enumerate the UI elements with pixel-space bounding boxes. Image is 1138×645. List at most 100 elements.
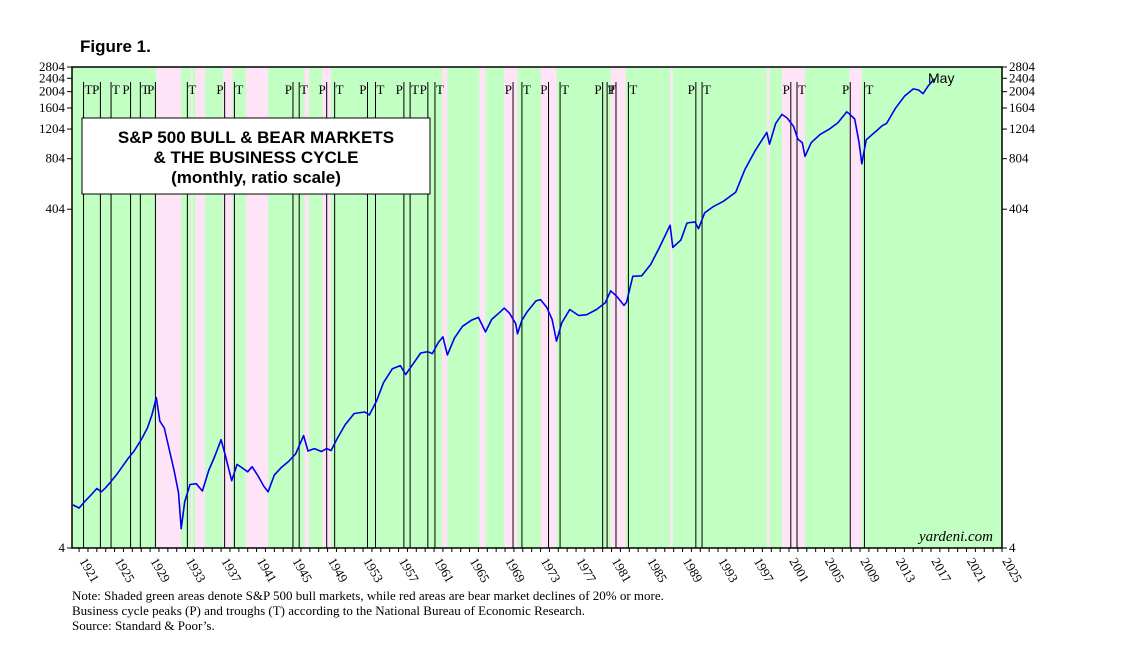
- end-label: May: [928, 70, 954, 86]
- watermark: yardeni.com: [917, 529, 993, 545]
- note-line: Source: Standard & Poor’s.: [72, 618, 215, 633]
- x-tick-label: 2005: [822, 555, 848, 585]
- note-line: Business cycle peaks (P) and troughs (T)…: [72, 603, 585, 618]
- plot-border: [71, 66, 1003, 549]
- bear-market-band: [442, 67, 448, 548]
- chart-title-line-2: & THE BUSINESS CYCLE: [154, 148, 359, 167]
- recession-marker-T: T: [411, 82, 419, 97]
- x-tick-label: 1981: [609, 555, 635, 585]
- recession-marker-P: P: [92, 82, 99, 97]
- recession-marker-T: T: [703, 82, 711, 97]
- chart-title-line-1: S&P 500 BULL & BEAR MARKETS: [118, 128, 394, 147]
- x-tick-label: 1933: [183, 555, 209, 585]
- sp500-line: [72, 78, 936, 530]
- recession-marker-P: P: [688, 82, 695, 97]
- chart-title-line-3: (monthly, ratio scale): [171, 168, 341, 187]
- recession-marker-P: P: [359, 82, 366, 97]
- bear-market-band: [610, 67, 626, 548]
- x-tick-label: 1941: [254, 555, 280, 585]
- y-tick-label: 2004: [39, 84, 66, 99]
- x-tick-label: 2017: [928, 555, 954, 585]
- chart-notes: Note: Shaded green areas denote S&P 500 …: [72, 588, 664, 633]
- bear-market-band: [670, 67, 673, 548]
- x-tick-label: 1925: [112, 555, 138, 585]
- x-tick-label: 1921: [77, 555, 103, 585]
- recession-marker-P: P: [783, 82, 790, 97]
- bear-market-band: [781, 67, 805, 548]
- x-tick-label: 1937: [218, 555, 244, 585]
- y-tick-label: 404: [1009, 201, 1029, 216]
- recession-marker-P: P: [147, 82, 154, 97]
- figure-label: Figure 1.: [80, 37, 151, 56]
- recession-marker-P: P: [122, 82, 129, 97]
- x-tick-label: 1993: [715, 555, 741, 585]
- y-tick-label: 2404: [39, 70, 66, 85]
- x-tick-label: 1953: [360, 555, 386, 585]
- y-tick-label: 2404: [1009, 70, 1036, 85]
- recession-marker-T: T: [608, 82, 616, 97]
- y-tick-label: 4: [59, 540, 66, 555]
- x-tick-label: 1989: [680, 555, 706, 585]
- recession-marker-T: T: [629, 82, 637, 97]
- recession-markers: T P T P TP T P T P T P T P T P T P T P T P T P TP T P T P T P T: [85, 82, 874, 97]
- x-tick-label: 1961: [431, 555, 457, 585]
- recession-marker-T: T: [300, 82, 308, 97]
- recession-marker-T: T: [865, 82, 873, 97]
- recession-marker-P: P: [842, 82, 849, 97]
- bear-market-band: [766, 67, 770, 548]
- bear-market-band: [479, 67, 486, 548]
- x-tick-label: 1973: [538, 555, 564, 585]
- y-tick-label: 1604: [1009, 100, 1036, 115]
- recession-marker-T: T: [85, 82, 93, 97]
- x-tick-label: 1985: [644, 555, 670, 585]
- x-tick-label: 1997: [751, 555, 777, 585]
- recession-marker-P: P: [318, 82, 325, 97]
- recession-marker-T: T: [523, 82, 531, 97]
- recession-marker-T: T: [188, 82, 196, 97]
- recession-marker-T: T: [141, 82, 149, 97]
- bear-market-band: [504, 67, 518, 548]
- recession-marker-P: P: [594, 82, 601, 97]
- recession-marker-T: T: [235, 82, 243, 97]
- y-tick-label: 2804: [39, 59, 66, 74]
- y-tick-label: 804: [46, 151, 66, 166]
- bear-market-band: [222, 67, 233, 548]
- y-tick-label: 1204: [39, 121, 66, 136]
- recession-marker-P: P: [216, 82, 223, 97]
- sp500-series: [72, 78, 936, 530]
- note-line: Note: Shaded green areas denote S&P 500 …: [72, 588, 664, 603]
- x-tick-label: 2009: [857, 555, 883, 585]
- bear-market-band: [849, 67, 862, 548]
- x-tick-label: 1957: [396, 555, 422, 585]
- y-tick-label: 2004: [1009, 84, 1036, 99]
- recession-marker-P: P: [608, 82, 615, 97]
- x-tick-label: 1969: [502, 555, 528, 585]
- x-tick-label: 1945: [289, 555, 315, 585]
- bear-market-band: [304, 67, 309, 548]
- y-tick-label: 2804: [1009, 59, 1036, 74]
- x-tick-label: 1929: [147, 555, 173, 585]
- x-tick-label: 2025: [999, 555, 1025, 585]
- recession-marker-P: P: [285, 82, 292, 97]
- x-tick-label: 2001: [786, 555, 812, 585]
- x-tick-label: 1977: [573, 555, 599, 585]
- recession-marker-T: T: [798, 82, 806, 97]
- recession-marker-P: P: [540, 82, 547, 97]
- y-tick-label: 4: [1009, 540, 1016, 555]
- recession-marker-P: P: [505, 82, 512, 97]
- y-tick-label: 804: [1009, 151, 1029, 166]
- x-tick-label: 2013: [893, 555, 919, 585]
- recession-marker-P: P: [420, 82, 427, 97]
- x-axis: 1921 1925 1929 1933 1937 1941 1945 1949 1953 1957…: [77, 548, 1025, 585]
- recession-marker-T: T: [376, 82, 384, 97]
- recession-marker-T: T: [112, 82, 120, 97]
- title-box: [81, 117, 431, 195]
- recession-marker-T: T: [336, 82, 344, 97]
- bear-market-band: [190, 67, 193, 548]
- recession-marker-T: T: [561, 82, 569, 97]
- y-tick-label: 404: [46, 201, 66, 216]
- y-tick-label: 1604: [39, 100, 66, 115]
- recession-marker-T: T: [436, 82, 444, 97]
